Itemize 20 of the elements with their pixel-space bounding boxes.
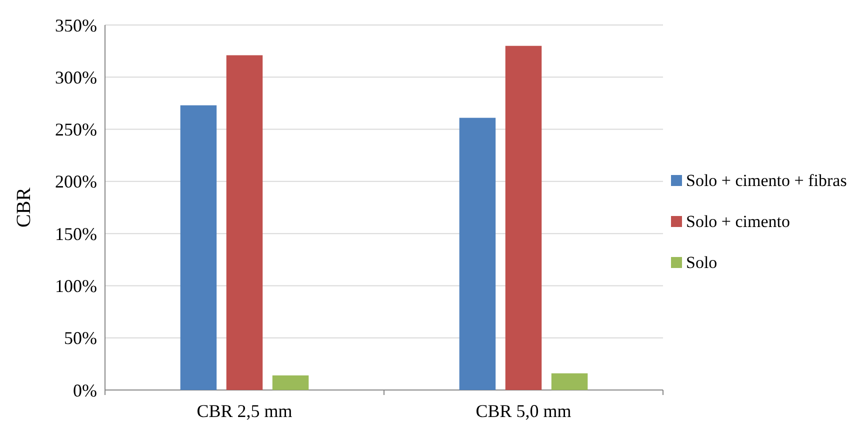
x-tick-label: CBR 5,0 mm [476,401,572,421]
y-tick-label: 100% [55,276,97,296]
y-tick-label: 350% [55,15,97,36]
bar [459,118,496,390]
legend-label: Solo + cimento [686,212,790,231]
y-tick-label: 200% [55,172,97,192]
y-tick-label: 250% [55,120,97,140]
y-tick-label: 150% [55,224,97,244]
y-axis-title: CBR [13,186,35,228]
bar [272,375,309,390]
bar [226,55,263,390]
y-tick-label: 0% [73,380,97,400]
y-tick-label: 300% [55,67,97,88]
x-tick-label: CBR 2,5 mm [196,401,292,421]
bar [505,46,542,390]
bar [551,373,588,390]
legend-label: Solo + cimento + fibras [686,170,847,190]
legend-label: Solo [686,252,718,272]
y-tick-label: 50% [64,328,97,348]
bar [180,105,217,390]
